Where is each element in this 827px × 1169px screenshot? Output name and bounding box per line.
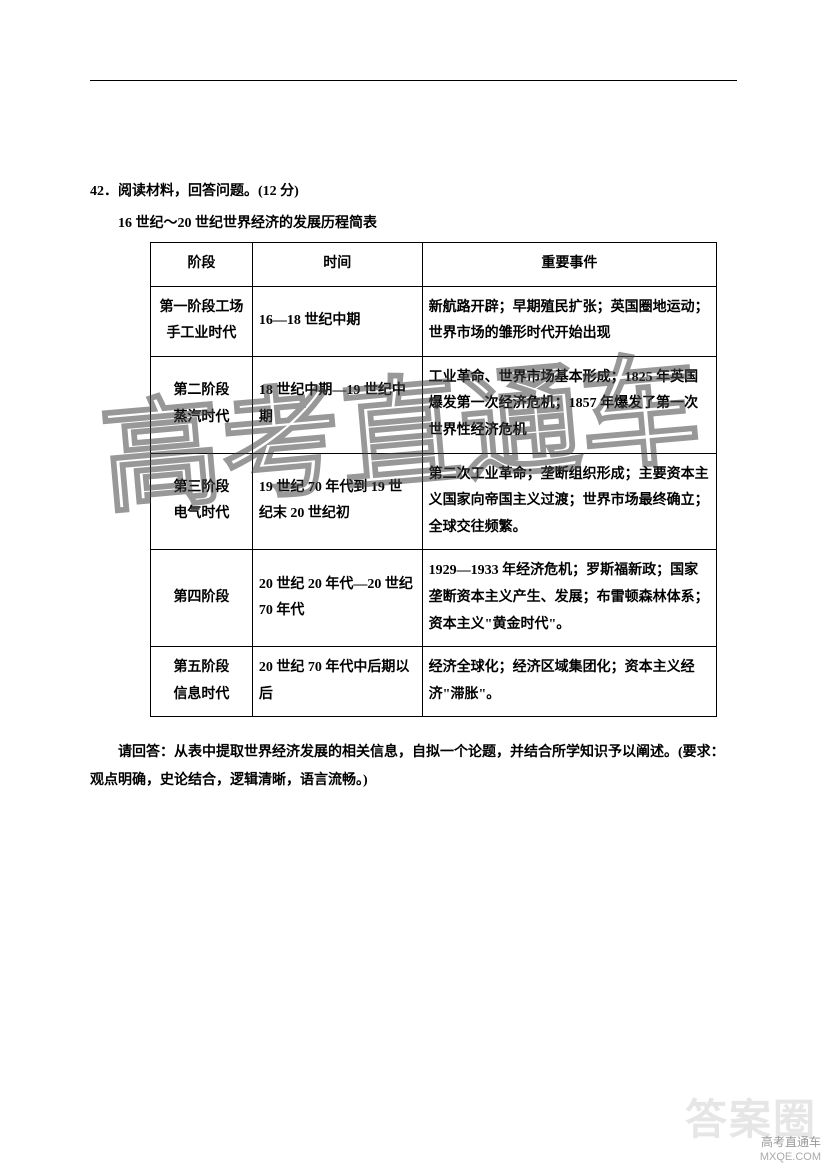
page-top-divider xyxy=(90,80,737,81)
watermark-brand: 高考直通车 xyxy=(760,1135,821,1151)
stage-line2: 手工业时代 xyxy=(166,326,236,341)
cell-event: 工业革命、世界市场基本形成；1825 年英国爆发第一次经济危机；1857 年爆发… xyxy=(422,356,716,453)
cell-time: 19 世纪 70 年代到 19 世纪末 20 世纪初 xyxy=(252,453,422,550)
question-number: 42． xyxy=(90,184,118,199)
stage-line2: 蒸汽时代 xyxy=(173,410,229,425)
history-table-wrap: 阶段 时间 重要事件 第一阶段工场 手工业时代 16—18 世纪中期 新航路开辟… xyxy=(150,242,717,717)
table-row: 第三阶段 电气时代 19 世纪 70 年代到 19 世纪末 20 世纪初 第二次… xyxy=(151,453,717,550)
cell-time: 20 世纪 20 年代—20 世纪 70 年代 xyxy=(252,550,422,647)
table-row: 第二阶段 蒸汽时代 18 世纪中期—19 世纪中期 工业革命、世界市场基本形成；… xyxy=(151,356,717,453)
cell-event: 1929—1933 年经济危机；罗斯福新政；国家垄断资本主义产生、发展；布雷顿森… xyxy=(422,550,716,647)
cell-event: 第二次工业革命；垄断组织形成；主要资本主义国家向帝国主义过渡；世界市场最终确立；… xyxy=(422,453,716,550)
stage-line1: 第二阶段 xyxy=(173,383,229,398)
cell-stage: 第三阶段 电气时代 xyxy=(151,453,253,550)
cell-time: 16—18 世纪中期 xyxy=(252,286,422,356)
table-row: 第五阶段 信息时代 20 世纪 70 年代中后期以后 经济全球化；经济区域集团化… xyxy=(151,647,717,717)
watermark-answer: 答案圈 xyxy=(685,1086,817,1147)
table-header-row: 阶段 时间 重要事件 xyxy=(151,243,717,287)
exam-page: 42．阅读材料，回答问题。(12 分) 16 世纪～20 世纪世界经济的发展历程… xyxy=(0,0,827,795)
watermark-url: MXQE.COM xyxy=(760,1151,821,1163)
stage-line1: 第四阶段 xyxy=(173,590,229,605)
header-stage: 阶段 xyxy=(151,243,253,287)
watermark-bottom: 高考直通车 MXQE.COM xyxy=(760,1135,821,1163)
stage-line2: 信息时代 xyxy=(173,687,229,702)
cell-time: 20 世纪 70 年代中后期以后 xyxy=(252,647,422,717)
question-prompt: 42．阅读材料，回答问题。(12 分) xyxy=(90,180,737,200)
table-subheading: 16 世纪～20 世纪世界经济的发展历程简表 xyxy=(118,212,737,232)
cell-time: 18 世纪中期—19 世纪中期 xyxy=(252,356,422,453)
header-time: 时间 xyxy=(252,243,422,287)
table-row: 第四阶段 20 世纪 20 年代—20 世纪 70 年代 1929—1933 年… xyxy=(151,550,717,647)
history-table: 阶段 时间 重要事件 第一阶段工场 手工业时代 16—18 世纪中期 新航路开辟… xyxy=(150,242,717,717)
cell-stage: 第四阶段 xyxy=(151,550,253,647)
cell-event: 新航路开辟；早期殖民扩张；英国圈地运动；世界市场的雏形时代开始出现 xyxy=(422,286,716,356)
answer-instruction: 请回答：从表中提取世界经济发展的相关信息，自拟一个论题，并结合所学知识予以阐述。… xyxy=(90,739,737,795)
cell-stage: 第一阶段工场 手工业时代 xyxy=(151,286,253,356)
stage-line1: 第一阶段工场 xyxy=(159,300,243,315)
stage-line1: 第三阶段 xyxy=(173,480,229,495)
table-row: 第一阶段工场 手工业时代 16—18 世纪中期 新航路开辟；早期殖民扩张；英国圈… xyxy=(151,286,717,356)
question-text: 阅读材料，回答问题。(12 分) xyxy=(118,184,299,199)
stage-line2: 电气时代 xyxy=(173,506,229,521)
stage-line1: 第五阶段 xyxy=(173,660,229,675)
header-event: 重要事件 xyxy=(422,243,716,287)
cell-stage: 第二阶段 蒸汽时代 xyxy=(151,356,253,453)
cell-stage: 第五阶段 信息时代 xyxy=(151,647,253,717)
cell-event: 经济全球化；经济区域集团化；资本主义经济"滞胀"。 xyxy=(422,647,716,717)
